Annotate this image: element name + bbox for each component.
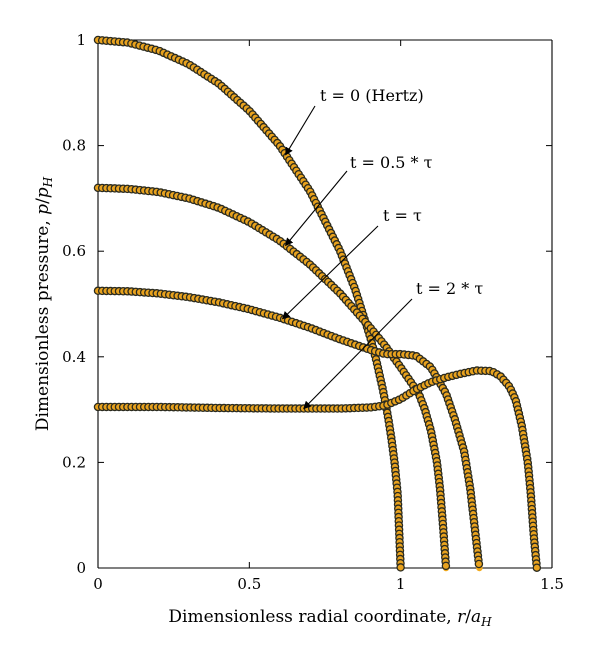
annotation-arrow [281, 225, 379, 320]
x-tick-label: 1.5 [540, 575, 564, 593]
annotation-arrow [285, 170, 348, 247]
x-axis-title: Dimensionless radial coordinate, r/aH [168, 607, 492, 629]
y-tick-label: 0.2 [62, 453, 86, 471]
annotation-t05: t = 0.5 * τ [350, 153, 433, 172]
y-tick-label: 0 [76, 559, 86, 577]
axis-ticks: 0 0.5 1 1.5 0 0.2 0.4 0.6 0.8 1 [62, 31, 564, 593]
annotation-t2: t = 2 * τ [416, 279, 483, 298]
x-axis-title-text: Dimensionless radial coordinate, [168, 607, 457, 627]
series-markers-0 [93, 35, 405, 572]
x-tick-label: 0 [93, 575, 103, 593]
data-point [396, 563, 405, 572]
x-tick-label: 1 [396, 575, 406, 593]
annotation-t0: t = 0 (Hertz) [320, 86, 424, 105]
data-point [441, 561, 451, 571]
annotation-arrows [281, 105, 413, 410]
y-tick-label: 0.4 [62, 348, 86, 366]
y-tick-label: 0.6 [62, 242, 86, 260]
y-tick-label: 1 [76, 31, 86, 49]
y-axis-title: Dimensionless pressure, p/pH [33, 176, 55, 431]
series-markers-2 [93, 286, 484, 569]
series-markers-1 [93, 183, 451, 571]
data-point [532, 563, 542, 572]
series-line-3 [94, 367, 541, 572]
series-markers-3 [93, 366, 542, 572]
annotation-t1: t = τ [383, 206, 422, 225]
y-tick-label: 0.8 [62, 137, 86, 155]
series-layer [93, 35, 542, 572]
annotation-arrow [303, 298, 413, 410]
series-line-1 [94, 184, 450, 572]
x-tick-label: 0.5 [237, 575, 261, 593]
series-line-0 [94, 36, 404, 572]
series-line-2 [94, 287, 483, 572]
data-point [474, 559, 484, 569]
annotation-arrow [285, 105, 316, 156]
